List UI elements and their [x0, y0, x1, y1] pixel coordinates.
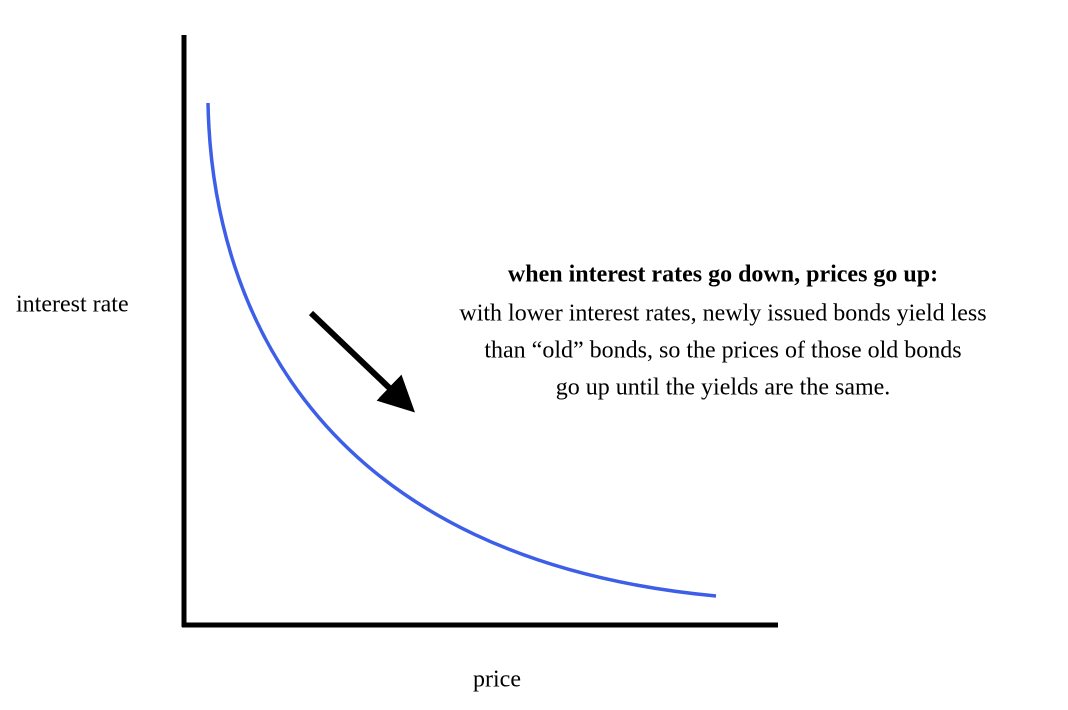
annotation-line: go up until the yields are the same.	[556, 375, 891, 401]
curve	[206, 102, 717, 598]
x-axis-label: price	[473, 667, 521, 693]
annotation-line: with lower interest rates, newly issued …	[459, 301, 986, 327]
y-axis-label: interest rate	[16, 292, 129, 318]
arrow	[308, 310, 416, 413]
annotation-heading: when interest rates go down, prices go u…	[508, 262, 938, 288]
annotation-line: than “old” bonds, so the prices of those…	[484, 338, 961, 364]
